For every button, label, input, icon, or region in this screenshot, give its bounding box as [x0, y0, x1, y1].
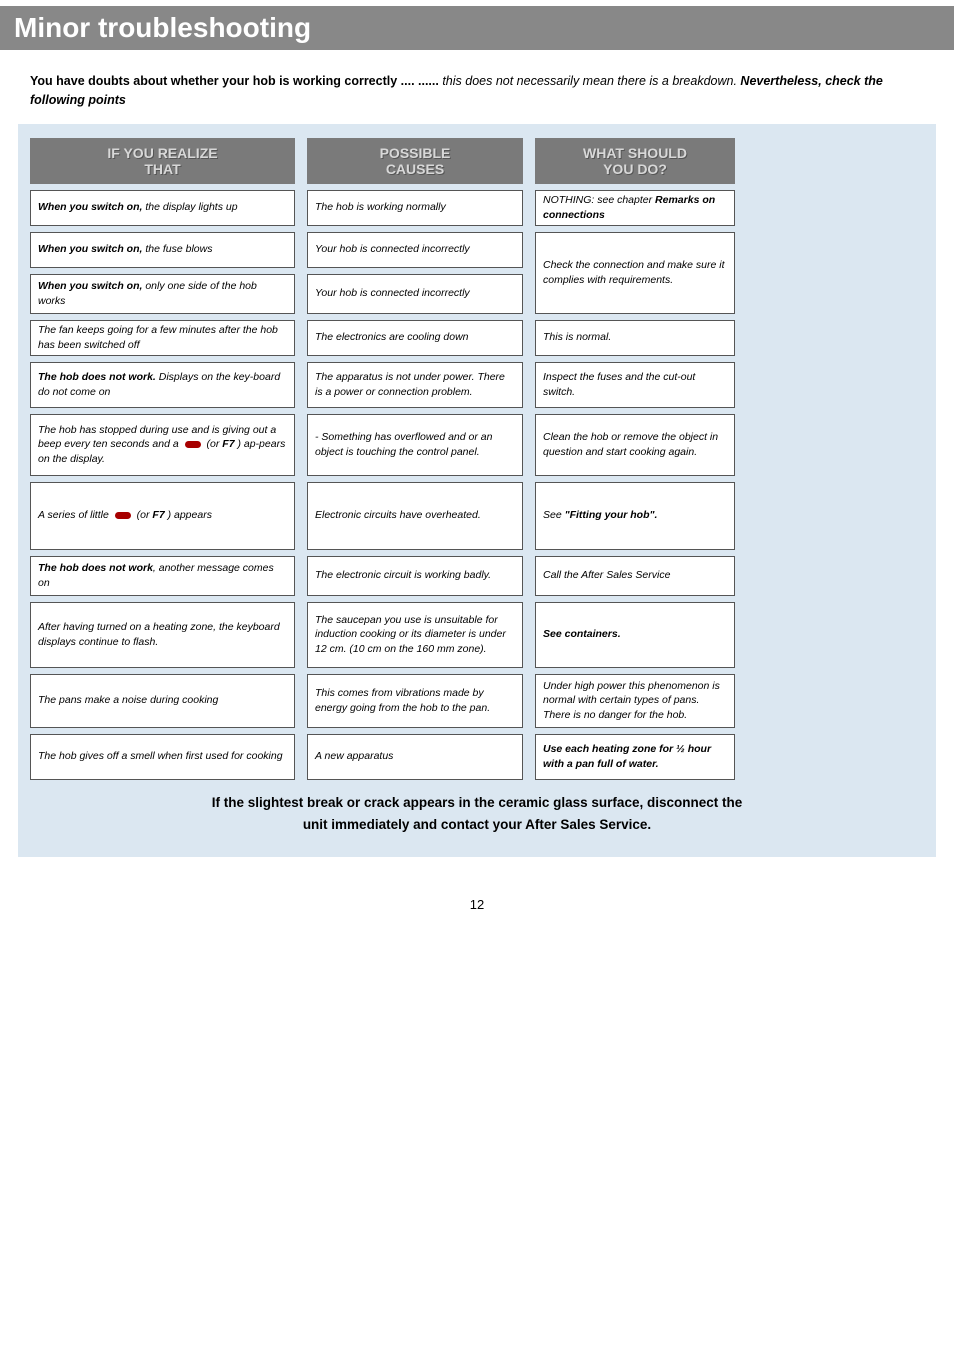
r1-cause: The hob is working normally	[315, 200, 446, 214]
r7-post: ) appears	[165, 509, 212, 521]
r4-cause: The electronics are cooling down	[315, 330, 469, 344]
r10-do: Under high power this phenomenon is norm…	[543, 679, 727, 722]
do-r1: NOTHING: see chapter Remarks on connecti…	[535, 190, 735, 226]
title-text: Minor troubleshooting	[14, 12, 311, 43]
cause-r11: A new apparatus	[307, 734, 523, 780]
hdr-c2a: POSSIBLE	[380, 145, 451, 161]
r3-realize-b: When you switch on,	[38, 280, 142, 292]
header-realize: IF YOU REALIZE THAT	[30, 138, 295, 184]
hdr-c2b: CAUSES	[386, 161, 444, 177]
realize-r6: The hob has stopped during use and is gi…	[30, 414, 295, 476]
r8-cause: The electronic circuit is working badly.	[315, 568, 491, 582]
realize-r3: When you switch on, only one side of the…	[30, 274, 295, 314]
r5-realize-b: The hob does not work.	[38, 371, 156, 383]
r4-realize: The fan keeps going for a few minutes af…	[38, 323, 287, 351]
cause-r9: The saucepan you use is unsuitable for i…	[307, 602, 523, 668]
header-do: WHAT SHOULD YOU DO?	[535, 138, 735, 184]
r1-do-pre: NOTHING: see chapter	[543, 194, 655, 206]
intro-paragraph: You have doubts about whether your hob i…	[0, 50, 954, 124]
r11-realize: The hob gives off a smell when first use…	[38, 749, 283, 763]
r5-cause: The apparatus is not under power. There …	[315, 370, 515, 398]
page: Minor troubleshooting You have doubts ab…	[0, 6, 954, 912]
realize-r4: The fan keeps going for a few minutes af…	[30, 320, 295, 356]
pill-icon	[185, 441, 201, 448]
intro-tail: this does not necessarily mean there is …	[439, 74, 741, 88]
column-do: WHAT SHOULD YOU DO? NOTHING: see chapter…	[535, 138, 735, 780]
header-causes: POSSIBLE CAUSES	[307, 138, 523, 184]
r7-cause: Electronic circuits have overheated.	[315, 508, 481, 522]
cause-r7: Electronic circuits have overheated.	[307, 482, 523, 550]
r2-realize-b: When you switch on,	[38, 243, 142, 255]
r2-realize-t: the fuse blows	[142, 243, 212, 255]
r3-cause: Your hob is connected incorrectly	[315, 286, 470, 300]
cause-r2: Your hob is connected incorrectly	[307, 232, 523, 268]
footer-line2: unit immediately and contact your After …	[303, 817, 651, 832]
r7-do-pre: See	[543, 509, 565, 521]
cause-r3: Your hob is connected incorrectly	[307, 274, 523, 314]
cause-r1: The hob is working normally	[307, 190, 523, 226]
do-r6: Clean the hob or remove the object in qu…	[535, 414, 735, 476]
r7-f7: F7	[152, 509, 164, 521]
hdr-c1a: IF YOU REALIZE	[107, 145, 217, 161]
r11-do-b: Use each heating zone for ½ hour with a …	[543, 742, 727, 770]
r1-realize-t: the display lights up	[142, 201, 237, 213]
r4-do: This is normal.	[543, 330, 611, 344]
do-r2-r3: Check the connection and make sure it co…	[535, 232, 735, 314]
hdr-c1b: THAT	[144, 161, 180, 177]
realize-r11: The hob gives off a smell when first use…	[30, 734, 295, 780]
footer-line1: If the slightest break or crack appears …	[212, 795, 742, 810]
r5-do: Inspect the fuses and the cut-out switch…	[543, 370, 727, 398]
three-column-layout: IF YOU REALIZE THAT When you switch on, …	[30, 138, 924, 780]
do-r5: Inspect the fuses and the cut-out switch…	[535, 362, 735, 408]
r6-f7: F7	[222, 438, 234, 450]
r11-cause: A new apparatus	[315, 749, 393, 763]
do-r7: See "Fitting your hob".	[535, 482, 735, 550]
cause-r8: The electronic circuit is working badly.	[307, 556, 523, 596]
r10-cause: This comes from vibrations made by energ…	[315, 686, 515, 714]
r9-cause: The saucepan you use is unsuitable for i…	[315, 613, 515, 656]
r2-cause: Your hob is connected incorrectly	[315, 242, 470, 256]
do-r11: Use each heating zone for ½ hour with a …	[535, 734, 735, 780]
cause-r4: The electronics are cooling down	[307, 320, 523, 356]
do-r10: Under high power this phenomenon is norm…	[535, 674, 735, 728]
column-realize: IF YOU REALIZE THAT When you switch on, …	[30, 138, 295, 780]
cause-r6: - Something has overflowed and or an obj…	[307, 414, 523, 476]
r7-pre: A series of little	[38, 509, 112, 521]
cause-r5: The apparatus is not under power. There …	[307, 362, 523, 408]
hdr-c3a: WHAT SHOULD	[583, 145, 687, 161]
footer-warning: If the slightest break or crack appears …	[30, 780, 924, 844]
pill-icon	[115, 512, 131, 519]
r8-realize-b: The hob does not work	[38, 562, 153, 574]
realize-r9: After having turned on a heating zone, t…	[30, 602, 295, 668]
r6-cause: - Something has overflowed and or an obj…	[315, 430, 515, 458]
do-r8: Call the After Sales Service	[535, 556, 735, 596]
column-causes: POSSIBLE CAUSES The hob is working norma…	[307, 138, 523, 780]
r1-realize-b: When you switch on,	[38, 201, 142, 213]
realize-r1: When you switch on, the display lights u…	[30, 190, 295, 226]
page-title: Minor troubleshooting	[0, 6, 954, 50]
do-r9: See containers.	[535, 602, 735, 668]
page-number: 12	[0, 897, 954, 912]
realize-r10: The pans make a noise during cooking	[30, 674, 295, 728]
realize-r8: The hob does not work, another message c…	[30, 556, 295, 596]
cause-r10: This comes from vibrations made by energ…	[307, 674, 523, 728]
r6-do: Clean the hob or remove the object in qu…	[543, 430, 727, 458]
hdr-c3b: YOU DO?	[603, 161, 667, 177]
do-r4: This is normal.	[535, 320, 735, 356]
r6-mid: (or	[204, 438, 223, 450]
troubleshooting-panel: IF YOU REALIZE THAT When you switch on, …	[18, 124, 936, 858]
r9-realize: After having turned on a heating zone, t…	[38, 620, 287, 648]
r8-do: Call the After Sales Service	[543, 568, 670, 582]
realize-r2: When you switch on, the fuse blows	[30, 232, 295, 268]
r10-realize: The pans make a noise during cooking	[38, 693, 218, 707]
r9-do-b: See containers.	[543, 627, 621, 641]
r7-do-b: "Fitting your hob".	[565, 509, 658, 521]
realize-r7: A series of little (or F7 ) appears	[30, 482, 295, 550]
intro-lead: You have doubts about whether your hob i…	[30, 74, 439, 88]
r7-mid: (or	[134, 509, 153, 521]
realize-r5: The hob does not work. Displays on the k…	[30, 362, 295, 408]
r23-do: Check the connection and make sure it co…	[543, 258, 727, 286]
